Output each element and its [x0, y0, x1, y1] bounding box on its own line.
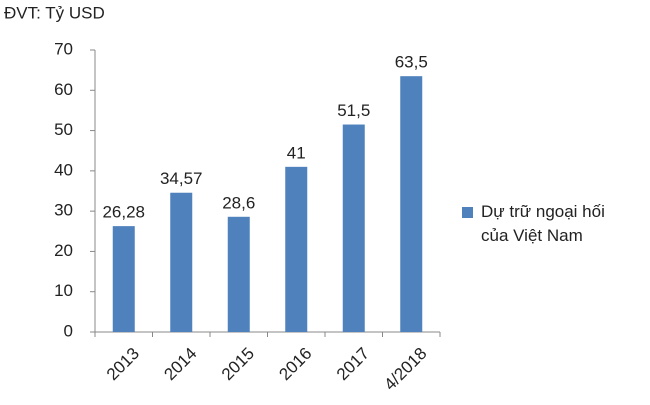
bar: [170, 192, 193, 332]
legend-swatch: [462, 207, 473, 218]
x-tick-label: 2013: [103, 344, 143, 384]
bar: [400, 76, 423, 332]
x-tick-label: 2015: [218, 344, 258, 384]
y-tick-label: 50: [54, 120, 73, 139]
y-tick-label: 20: [54, 241, 73, 260]
data-label: 41: [287, 143, 306, 162]
bar: [227, 216, 250, 332]
x-tick-label: 2014: [160, 344, 200, 384]
data-label: 63,5: [395, 53, 428, 72]
y-tick-label: 60: [54, 80, 73, 99]
legend-label: Dự trữ ngoại hối của Việt Nam: [481, 202, 605, 245]
bar: [112, 226, 135, 332]
y-tick-label: 70: [54, 39, 73, 58]
y-tick-label: 0: [64, 321, 73, 340]
y-tick-label: 30: [54, 201, 73, 220]
bar: [342, 124, 365, 333]
y-tick-label: 10: [54, 281, 73, 300]
data-label: 34,57: [160, 169, 203, 188]
y-tick-label: 40: [54, 160, 73, 179]
data-label: 51,5: [337, 101, 370, 120]
legend: Dự trữ ngoại hối của Việt Nam: [462, 200, 612, 248]
bar: [285, 166, 308, 332]
data-label: 26,28: [102, 203, 145, 222]
x-tick-label: 2017: [333, 344, 373, 384]
x-tick-label: 2016: [275, 344, 315, 384]
y-axis-label: ĐVT: Tỷ USD: [4, 3, 105, 22]
x-tick-label: 4/2018: [380, 344, 430, 394]
data-label: 28,6: [222, 193, 255, 212]
